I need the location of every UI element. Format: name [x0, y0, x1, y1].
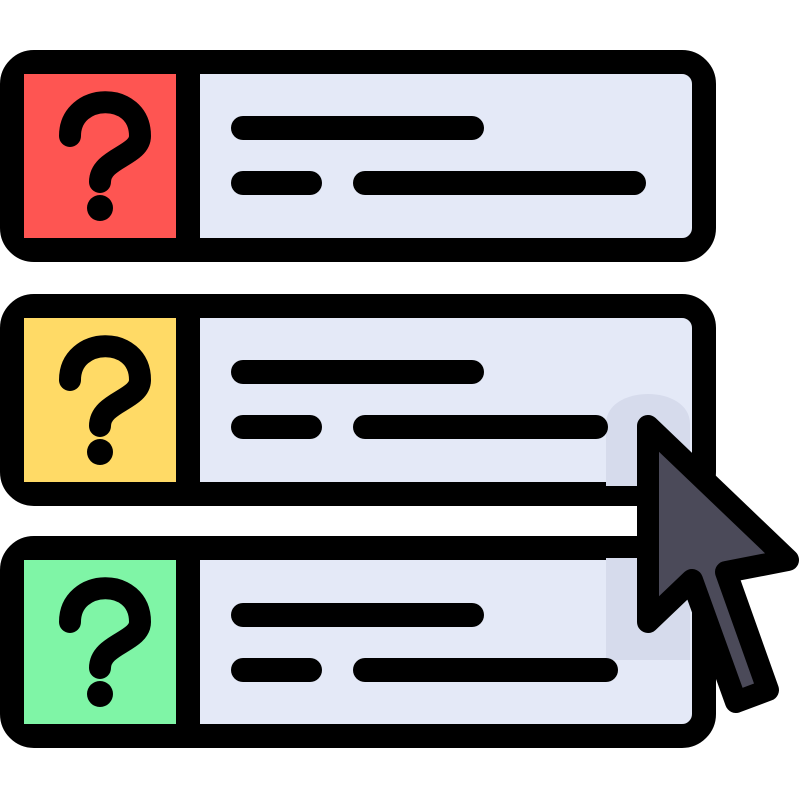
- question-mark-icon: [59, 335, 151, 465]
- list-item-3-text-lines: [231, 603, 618, 682]
- list-item-3[interactable]: [0, 536, 716, 748]
- question-mark-icon: [59, 91, 151, 221]
- list-item-2[interactable]: [0, 294, 716, 506]
- question-mark-icon: [59, 577, 151, 707]
- list-item-1[interactable]: [0, 50, 716, 262]
- list-item-1-text-lines: [231, 116, 646, 195]
- list-item-2-text-lines: [231, 360, 608, 439]
- mouse-cursor-icon: [637, 415, 799, 713]
